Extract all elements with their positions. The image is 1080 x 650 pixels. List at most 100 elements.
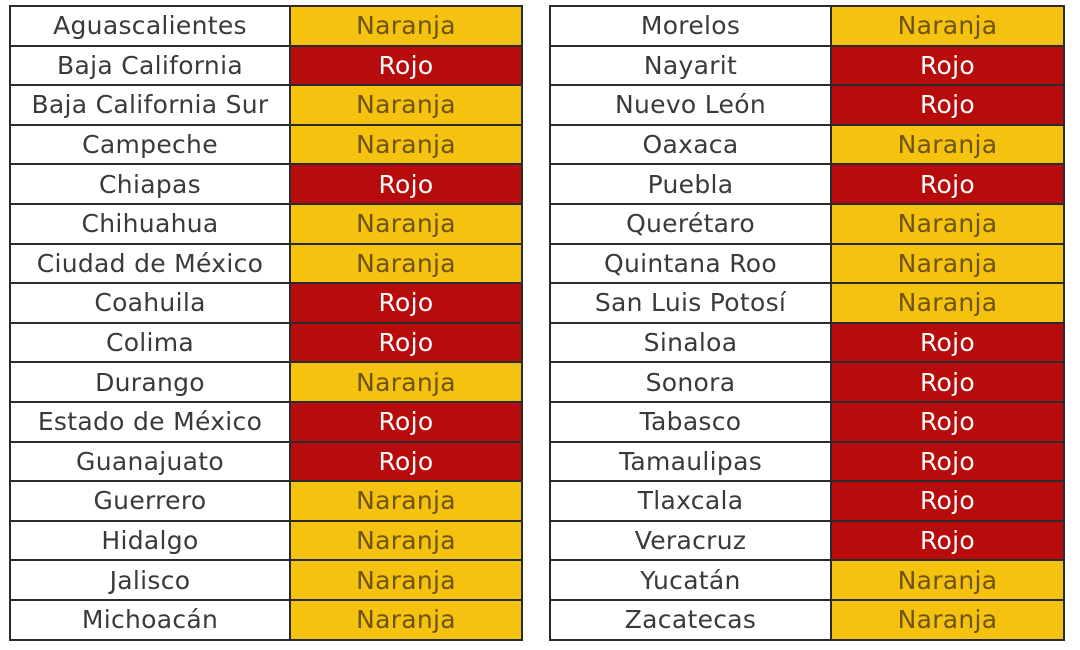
state-name-cell: Quintana Roo — [549, 242, 832, 285]
status-cell: Naranja — [289, 559, 523, 601]
status-cell: Naranja — [289, 361, 523, 403]
table-row: Baja California Rojo — [9, 44, 523, 87]
table-row: Nayarit Rojo — [549, 44, 1065, 87]
status-cell: Naranja — [289, 84, 523, 126]
table-row: Chiapas Rojo — [9, 163, 523, 205]
table-row: Aguascalientes Naranja — [9, 5, 523, 47]
state-name-cell: Chihuahua — [9, 202, 291, 245]
table-row: Oaxaca Naranja — [549, 123, 1065, 166]
table-row: Durango Naranja — [9, 361, 523, 403]
table-row: Guanajuato Rojo — [9, 440, 523, 483]
state-name-cell: Oaxaca — [549, 123, 832, 166]
state-name-cell: Colima — [9, 321, 291, 364]
status-cell: Rojo — [830, 84, 1065, 126]
table-row: Ciudad de México Naranja — [9, 242, 523, 285]
status-cell: Naranja — [830, 282, 1065, 324]
state-name-cell: Zacatecas — [549, 598, 832, 641]
state-name-cell: Baja California — [9, 44, 291, 87]
state-name-cell: San Luis Potosí — [549, 282, 832, 324]
status-cell: Naranja — [289, 480, 523, 522]
status-cell: Naranja — [289, 202, 523, 245]
state-name-cell: Querétaro — [549, 202, 832, 245]
status-cell: Rojo — [289, 440, 523, 483]
status-cell: Rojo — [289, 400, 523, 443]
status-cell: Rojo — [830, 400, 1065, 443]
state-name-cell: Nayarit — [549, 44, 832, 87]
status-cell: Naranja — [289, 519, 523, 562]
state-name-cell: Tamaulipas — [549, 440, 832, 483]
state-name-cell: Yucatán — [549, 559, 832, 601]
status-cell: Rojo — [289, 321, 523, 364]
state-name-cell: Veracruz — [549, 519, 832, 562]
state-name-cell: Puebla — [549, 163, 832, 205]
state-name-cell: Tabasco — [549, 400, 832, 443]
status-cell: Rojo — [830, 440, 1065, 483]
state-name-cell: Coahuila — [9, 282, 291, 324]
status-cell: Rojo — [830, 44, 1065, 87]
table-row: Estado de México Rojo — [9, 400, 523, 443]
table-row: Sonora Rojo — [549, 361, 1065, 403]
state-name-cell: Aguascalientes — [9, 5, 291, 47]
table-row: Tabasco Rojo — [549, 400, 1065, 443]
status-cell: Naranja — [830, 598, 1065, 641]
table-row: Yucatán Naranja — [549, 559, 1065, 601]
state-name-cell: Campeche — [9, 123, 291, 166]
table-row: Baja California Sur Naranja — [9, 84, 523, 126]
state-name-cell: Sonora — [549, 361, 832, 403]
status-cell: Naranja — [830, 202, 1065, 245]
table-row: Veracruz Rojo — [549, 519, 1065, 562]
status-cell: Rojo — [830, 480, 1065, 522]
status-cell: Naranja — [289, 5, 523, 47]
status-cell: Rojo — [830, 361, 1065, 403]
status-cell: Naranja — [830, 559, 1065, 601]
table-row: Puebla Rojo — [549, 163, 1065, 205]
state-name-cell: Jalisco — [9, 559, 291, 601]
status-cell: Naranja — [289, 598, 523, 641]
state-name-cell: Durango — [9, 361, 291, 403]
table-row: Nuevo León Rojo — [549, 84, 1065, 126]
status-cell: Rojo — [830, 321, 1065, 364]
table-body-left: Aguascalientes Naranja Baja California Rojo… — [9, 5, 523, 641]
status-cell: Naranja — [830, 123, 1065, 166]
state-name-cell: Hidalgo — [9, 519, 291, 562]
table-row: Morelos Naranja — [549, 5, 1065, 47]
state-name-cell: Guerrero — [9, 480, 291, 522]
status-cell: Naranja — [830, 242, 1065, 285]
status-cell: Rojo — [830, 163, 1065, 205]
state-name-cell: Morelos — [549, 5, 832, 47]
table-row: Campeche Naranja — [9, 123, 523, 166]
table-row: Coahuila Rojo — [9, 282, 523, 324]
state-name-cell: Guanajuato — [9, 440, 291, 483]
table-row: Tamaulipas Rojo — [549, 440, 1065, 483]
state-name-cell: Sinaloa — [549, 321, 832, 364]
states-table-left: Aguascalientes Naranja Baja California Rojo… — [9, 5, 523, 641]
state-name-cell: Estado de México — [9, 400, 291, 443]
state-name-cell: Chiapas — [9, 163, 291, 205]
state-name-cell: Baja California Sur — [9, 84, 291, 126]
status-cell: Rojo — [289, 282, 523, 324]
table-row: Sinaloa Rojo — [549, 321, 1065, 364]
table-row: Colima Rojo — [9, 321, 523, 364]
states-table-right: Morelos Naranja Nayarit Rojo Nuevo León Rojo O… — [549, 5, 1065, 641]
table-row: Chihuahua Naranja — [9, 202, 523, 245]
table-row: Jalisco Naranja — [9, 559, 523, 601]
table-row: Michoacán Naranja — [9, 598, 523, 641]
table-row: Hidalgo Naranja — [9, 519, 523, 562]
table-row: Tlaxcala Rojo — [549, 480, 1065, 522]
table-row: Querétaro Naranja — [549, 202, 1065, 245]
table-body-right: Morelos Naranja Nayarit Rojo Nuevo León Rojo O… — [549, 5, 1065, 641]
state-name-cell: Ciudad de México — [9, 242, 291, 285]
table-row: San Luis Potosí Naranja — [549, 282, 1065, 324]
state-name-cell: Nuevo León — [549, 84, 832, 126]
state-name-cell: Tlaxcala — [549, 480, 832, 522]
state-name-cell: Michoacán — [9, 598, 291, 641]
status-cell: Rojo — [830, 519, 1065, 562]
status-cell: Naranja — [830, 5, 1065, 47]
status-cell: Naranja — [289, 242, 523, 285]
status-cell: Rojo — [289, 163, 523, 205]
table-row: Guerrero Naranja — [9, 480, 523, 522]
table-row: Quintana Roo Naranja — [549, 242, 1065, 285]
table-row: Zacatecas Naranja — [549, 598, 1065, 641]
status-cell: Naranja — [289, 123, 523, 166]
status-cell: Rojo — [289, 44, 523, 87]
